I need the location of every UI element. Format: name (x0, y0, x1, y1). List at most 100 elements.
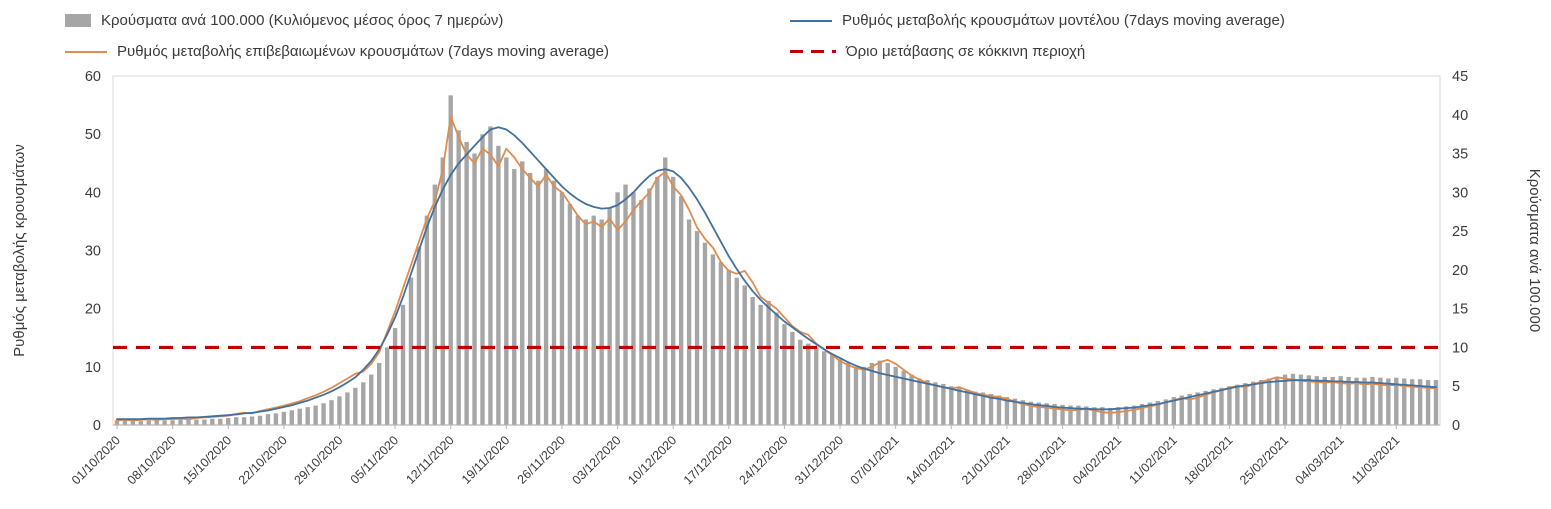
left-axis-title: Ρυθμός μεταβολής κρουσμάτων (11, 144, 28, 357)
x-axis-tick-label: 08/10/2020 (125, 433, 179, 487)
bar (901, 370, 906, 425)
bar (146, 420, 151, 425)
chart-legend: Κρούσματα ανά 100.000 (Κυλιόμενος μέσος … (0, 0, 1551, 64)
x-axis-tick-label: 12/11/2020 (403, 433, 457, 487)
right-axis-tick-label: 40 (1452, 108, 1468, 124)
bar (575, 215, 581, 425)
x-axis-tick-label: 24/12/2020 (736, 433, 790, 487)
bar (130, 420, 136, 425)
bar (782, 324, 787, 425)
bar (178, 419, 183, 425)
bar (1044, 403, 1049, 425)
right-axis-tick-label: 20 (1452, 263, 1468, 279)
gray-bar-swatch-icon (65, 14, 91, 27)
bar (1259, 380, 1264, 425)
bar (1378, 377, 1383, 425)
right-axis-tick-label: 10 (1452, 340, 1468, 356)
bar (909, 374, 914, 425)
bar (424, 215, 430, 425)
bar (758, 304, 763, 425)
bar (377, 362, 382, 425)
right-axis-tick-label: 5 (1452, 379, 1460, 395)
legend-label-cases-per-100k: Κρούσματα ανά 100.000 (Κυλιόμενος μέσος … (101, 12, 504, 29)
legend-item-cases-per-100k: Κρούσματα ανά 100.000 (Κυλιόμενος μέσος … (65, 10, 790, 31)
x-axis-tick-label: 25/02/2021 (1237, 433, 1291, 487)
bar (122, 420, 128, 425)
bar (798, 339, 803, 425)
x-axis-tick-label: 14/01/2021 (903, 433, 957, 487)
bar (432, 184, 437, 425)
bar (218, 418, 223, 425)
bar (1171, 397, 1176, 425)
x-axis-tick-label: 01/10/2020 (69, 433, 123, 487)
bar (702, 242, 708, 425)
x-axis-tick-label: 04/03/2021 (1293, 433, 1347, 487)
x-axis-tick-label: 11/03/2021 (1349, 433, 1403, 487)
bar (965, 390, 970, 425)
bar (790, 331, 795, 425)
x-axis-tick-label: 22/10/2020 (236, 433, 290, 487)
x-axis-tick-label: 03/12/2020 (570, 433, 624, 487)
bar (678, 196, 684, 425)
bar (980, 392, 986, 425)
legend-item-red-zone-threshold: Όριο μετάβασης σε κόκκινη περιοχή (790, 41, 1541, 62)
bar (520, 161, 525, 425)
bar (345, 392, 350, 425)
bar (488, 126, 493, 425)
left-axis-tick-label: 0 (93, 418, 101, 434)
bar (996, 395, 1002, 425)
bar (400, 304, 406, 425)
bar (718, 262, 724, 425)
bar (710, 254, 716, 425)
bar (1116, 407, 1121, 425)
bar (1187, 393, 1192, 425)
right-axis-title: Κρούσματα ανά 100.000 (1526, 169, 1543, 332)
bar (631, 192, 636, 425)
bar (988, 393, 994, 425)
bar (1251, 381, 1256, 425)
bar (1433, 380, 1439, 425)
bar (464, 141, 469, 426)
bar (281, 411, 287, 425)
left-axis-tick-label: 30 (85, 244, 101, 260)
bar (480, 134, 485, 426)
bars-cases-per-100k (114, 95, 1439, 426)
bar (440, 157, 445, 425)
bar (829, 355, 835, 425)
bar (535, 180, 541, 425)
bar (512, 169, 517, 425)
bar (138, 421, 143, 425)
bar (694, 231, 700, 425)
bar (837, 359, 843, 425)
bar (1235, 384, 1240, 425)
bar (1147, 402, 1153, 425)
bar (1314, 376, 1320, 425)
bar (162, 420, 167, 425)
bar (186, 419, 191, 425)
bar (821, 351, 827, 425)
bar (321, 403, 326, 425)
x-axis-tick-label: 21/01/2021 (959, 433, 1013, 487)
chart-plot-area: 0 10 20 30 40 50 60 0 5 10 15 20 25 30 35 40 45 01/10/202… (11, 69, 1543, 487)
bar (1092, 407, 1097, 425)
bar (726, 269, 732, 425)
x-axis-tick-label: 18/02/2021 (1181, 433, 1235, 487)
bar (1139, 404, 1145, 425)
left-axis-tick-label: 10 (85, 360, 101, 376)
bar (1084, 406, 1089, 425)
bar (194, 419, 199, 425)
bar (925, 380, 930, 425)
bar (1179, 395, 1184, 425)
bar (154, 420, 159, 425)
bar (1155, 400, 1161, 425)
bar (551, 180, 557, 425)
bar (814, 347, 819, 425)
right-axis-tick-label: 35 (1452, 147, 1468, 163)
bar (313, 405, 318, 425)
x-axis-tick-label: 07/01/2021 (848, 433, 902, 487)
bar (1211, 389, 1216, 425)
bar (599, 219, 604, 425)
bar (1274, 376, 1280, 425)
bar (241, 417, 247, 425)
bar (750, 297, 755, 425)
